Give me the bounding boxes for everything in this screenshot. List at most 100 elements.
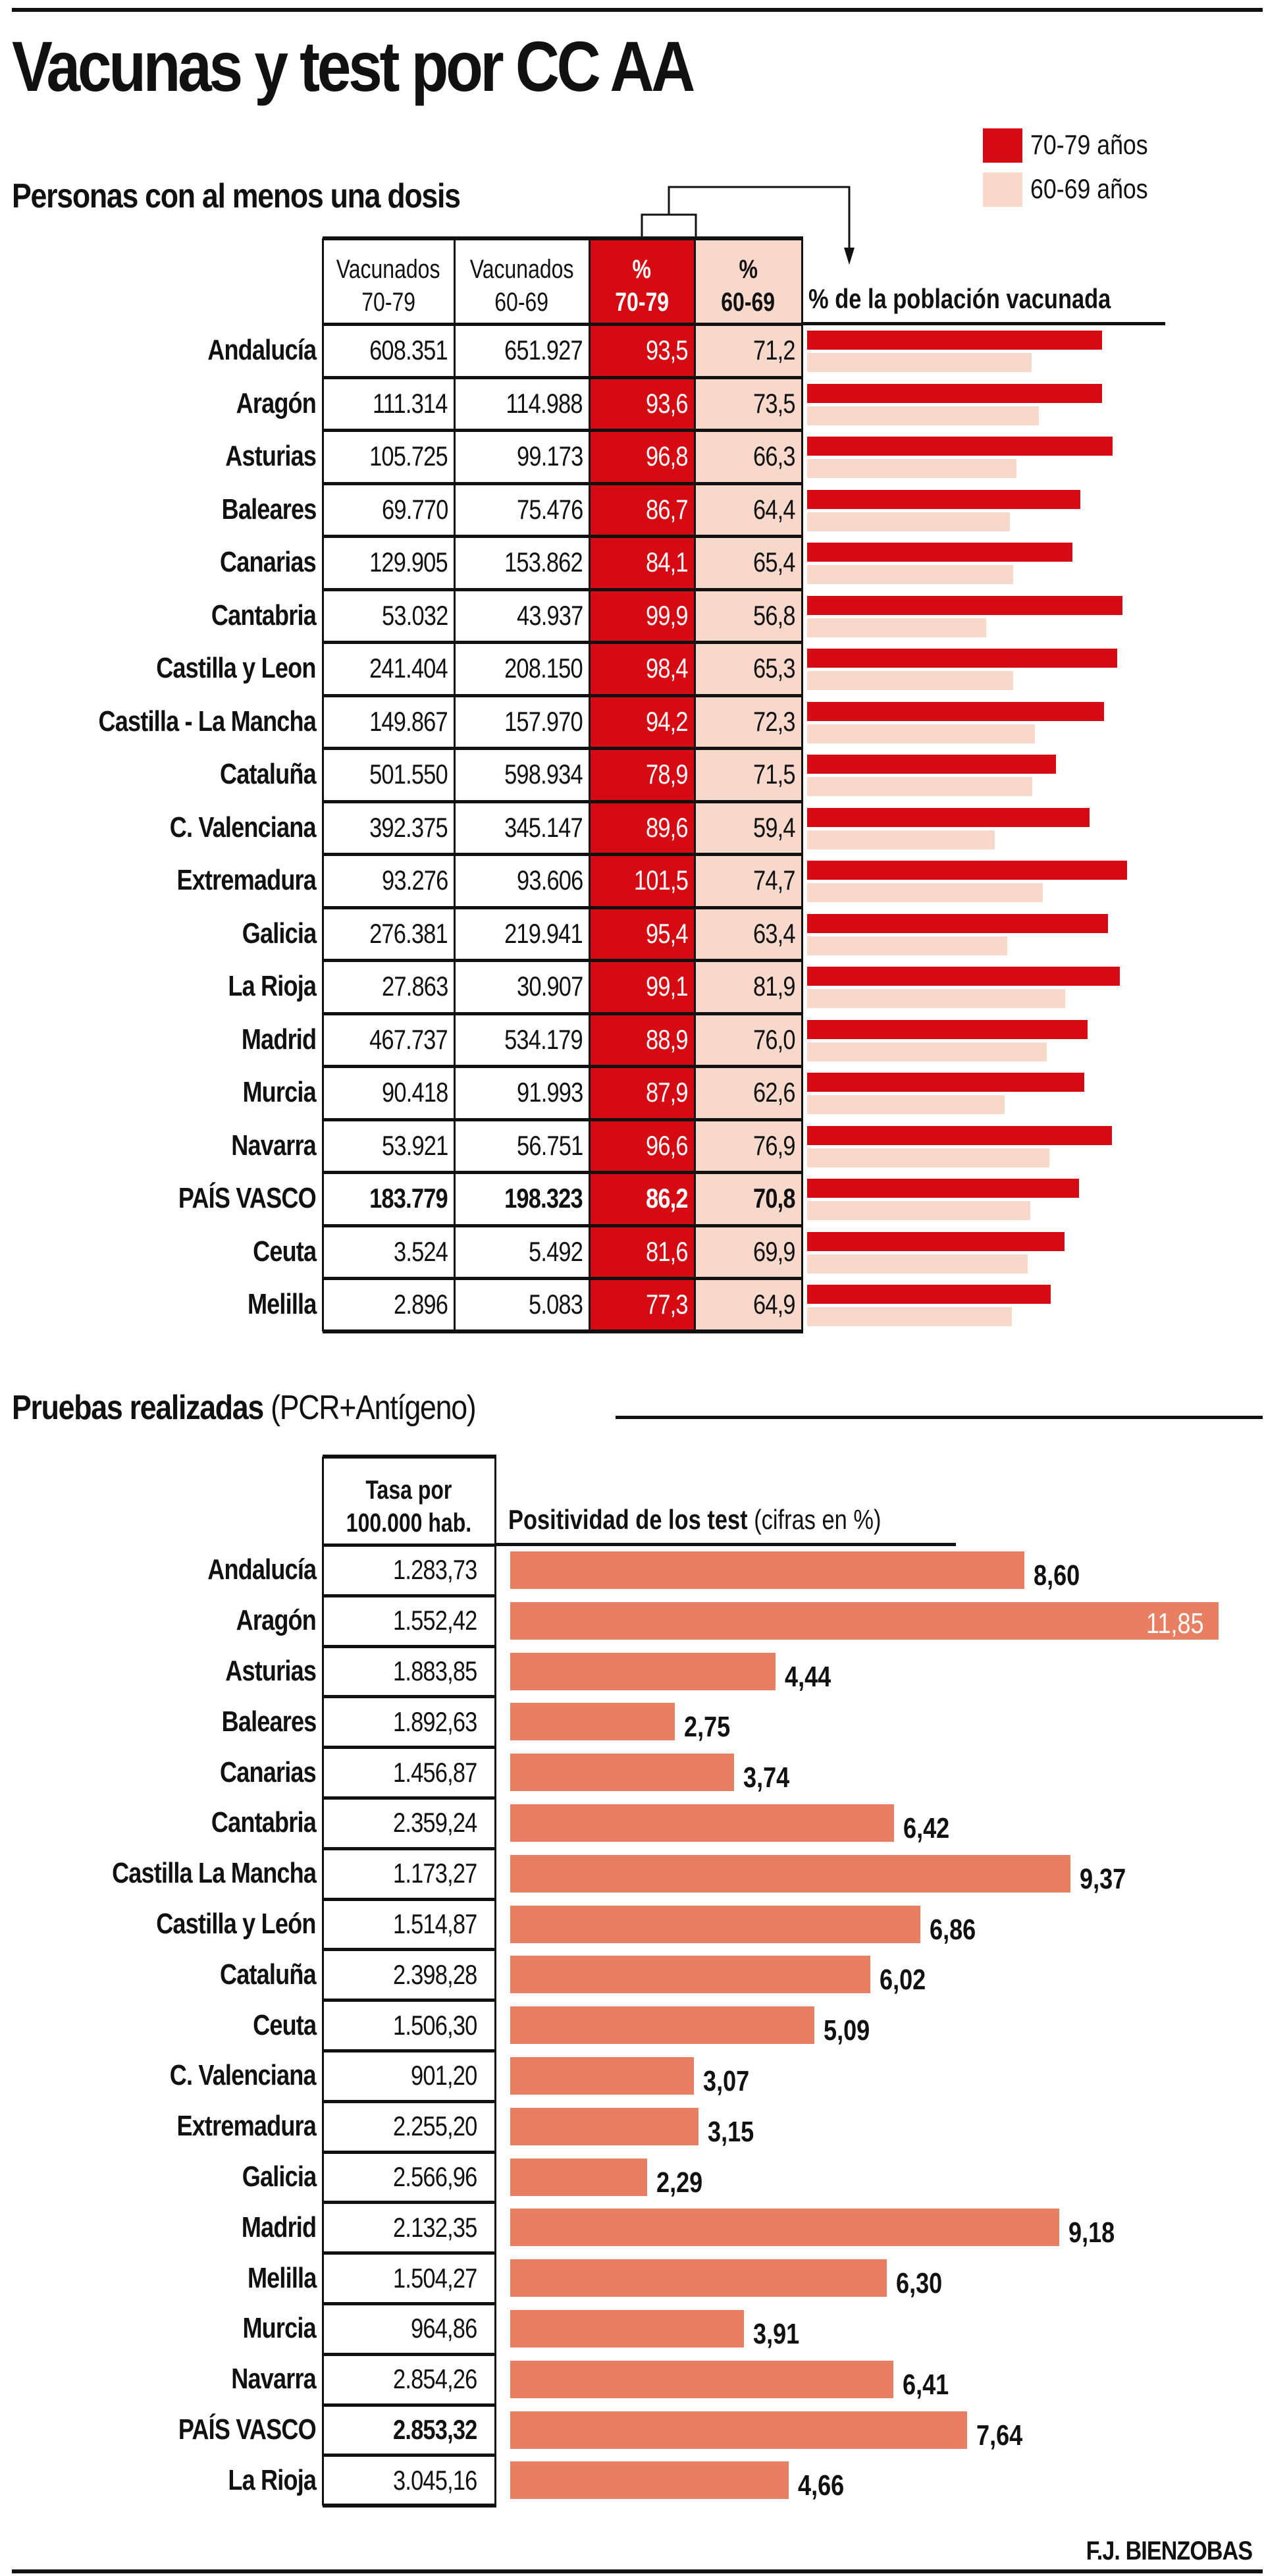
section-title-tests: Pruebas realizadas (PCR+Antígeno)	[12, 1388, 477, 1428]
region-name: C. Valenciana	[170, 811, 317, 844]
cell-value: 91.993	[516, 1077, 583, 1108]
rate-cell: 1.514,87	[323, 1899, 495, 1950]
cell-value: 1.173,27	[392, 1858, 477, 1889]
table-row-rule	[323, 535, 803, 538]
positivity-value: 4,44	[785, 1660, 831, 1693]
cell-value: 27.863	[381, 971, 448, 1002]
bar-60-69	[807, 671, 1013, 690]
vaccinated-70-79-cell: 69.770	[323, 483, 454, 537]
section-title-tests-main: Pruebas realizadas	[12, 1389, 264, 1427]
rate-row-rule	[323, 2049, 496, 2053]
cell-value: 93,5	[646, 335, 689, 366]
vaccinated-70-79-cell: 501.550	[323, 748, 454, 801]
table-top-rule	[323, 236, 803, 240]
vaccinated-60-69-cell: 5.492	[454, 1225, 589, 1279]
table-row-rule	[323, 1223, 803, 1227]
vaccinated-60-69-cell: 208.150	[454, 642, 589, 695]
rate-row-rule	[323, 1543, 496, 1547]
pct-70-79-cell: 94,2	[589, 695, 695, 749]
rate-row-rule	[323, 2251, 496, 2255]
rate-cell: 964,86	[323, 2303, 495, 2354]
positivity-bar	[510, 2310, 745, 2348]
positivity-value: 6,42	[903, 1812, 950, 1844]
positivity-value-label: 9,18	[1068, 2216, 1125, 2249]
region-name: Murcia	[242, 2312, 317, 2345]
bar-60-69	[807, 936, 1007, 955]
cell-value: 71,2	[753, 335, 796, 366]
region-label: Cantabria	[188, 589, 317, 643]
positivity-value: 5,09	[824, 2014, 870, 2047]
rate-row-rule	[323, 1846, 496, 1850]
bar-60-69	[807, 459, 1016, 478]
vaccinated-70-79-cell: 105.725	[323, 430, 454, 483]
bar-70-79	[807, 1125, 1112, 1145]
rate-cell: 901,20	[323, 2051, 495, 2101]
cell-value: 1.506,30	[392, 2009, 477, 2041]
cell-value: 93,6	[646, 387, 689, 419]
region-name: Extremadura	[176, 864, 316, 897]
cell-value: 198.323	[504, 1183, 583, 1214]
vaccinated-70-79-cell: 608.351	[323, 324, 454, 377]
region-name: Canarias	[220, 546, 317, 579]
pct-60-69-column-bg	[695, 238, 802, 1331]
cell-value: 76,9	[753, 1129, 796, 1161]
region-label: Galicia	[226, 907, 316, 961]
cell-value: 53.032	[381, 599, 448, 631]
pct-60-69-cell: 62,6	[695, 1066, 802, 1119]
positivity-value-label: 3,07	[703, 2065, 760, 2098]
table-row-rule	[323, 1011, 803, 1015]
cell-value: 30.907	[516, 971, 583, 1002]
cell-value: 3.524	[393, 1235, 448, 1267]
cell-value: 70,8	[753, 1183, 796, 1214]
column-header: % 60-69	[695, 238, 802, 324]
positivity-bar	[510, 1905, 920, 1943]
pct-70-79-cell: 86,7	[589, 483, 695, 537]
rate-cell: 2.255,20	[323, 2101, 495, 2152]
rate-row-rule	[323, 1999, 496, 2002]
bar-60-69	[807, 724, 1036, 743]
region-name: Cantabria	[211, 1806, 317, 1839]
cell-value: 99,9	[646, 599, 689, 631]
table-vline	[454, 238, 456, 1331]
positivity-bar	[510, 2006, 815, 2045]
cell-value: 1.456,87	[392, 1756, 477, 1788]
cell-value: 534.179	[504, 1023, 583, 1055]
region-name: Madrid	[241, 1023, 317, 1056]
pct-70-79-cell: 99,9	[589, 589, 695, 643]
cell-value: 3.045,16	[392, 2464, 477, 2496]
rate-cell: 1.173,27	[323, 1848, 495, 1899]
positivity-value-label: 8,60	[1034, 1559, 1090, 1592]
rate-row-rule	[323, 2099, 496, 2103]
region-label: Murcia	[226, 1066, 317, 1119]
vaccinated-60-69-cell: 219.941	[454, 907, 589, 961]
rate-cell: 2.359,24	[323, 1798, 495, 1848]
region-name: Andalucía	[207, 334, 317, 367]
positivity-bar	[510, 2158, 647, 2196]
positivity-bar	[510, 1804, 894, 1842]
vaccinated-60-69-cell: 651.927	[454, 324, 589, 377]
table-row-rule	[323, 959, 803, 962]
positivity-bar	[510, 1956, 870, 1994]
positivity-value-label: 7,64	[976, 2419, 1033, 2452]
cell-value: 149.867	[369, 705, 448, 737]
column-header-line2: 60-69	[494, 288, 549, 317]
region-name: Castilla La Mancha	[111, 1857, 317, 1890]
bar-60-69	[807, 1148, 1050, 1167]
column-header-line1: %	[739, 255, 758, 284]
rate-table-vline-left	[322, 1457, 324, 2506]
bar-60-69	[807, 777, 1033, 796]
cell-value: 88,9	[646, 1023, 689, 1055]
vaccinated-70-79-cell: 53.032	[323, 589, 454, 643]
pct-60-69-cell: 74,7	[695, 854, 802, 907]
region-label: Canarias	[199, 1747, 317, 1798]
positivity-bar	[510, 1652, 776, 1690]
vaccinated-70-79-cell: 2.896	[323, 1278, 454, 1331]
table-vline	[801, 238, 803, 1331]
region-name: Melilla	[247, 1288, 316, 1321]
rate-cell: 1.504,27	[323, 2253, 495, 2303]
pct-60-69-cell: 69,9	[695, 1225, 802, 1279]
bar-70-79	[807, 489, 1081, 509]
bar-70-79	[807, 755, 1056, 774]
section-title-tests-suffix: (PCR+Antígeno)	[271, 1389, 477, 1427]
positivity-bar	[510, 2107, 699, 2145]
